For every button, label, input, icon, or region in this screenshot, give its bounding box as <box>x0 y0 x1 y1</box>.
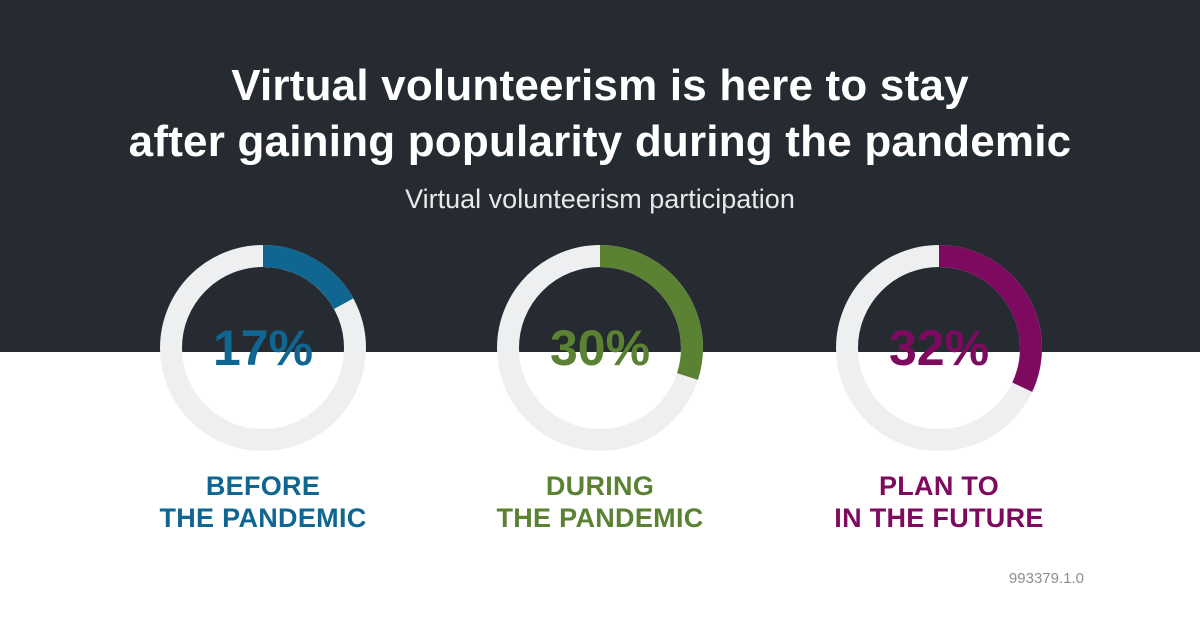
caption-before-line-2: THE PANDEMIC <box>159 503 367 533</box>
chart-subtitle: Virtual volunteerism participation <box>405 184 795 214</box>
value-label-future: 32% <box>889 320 989 376</box>
title-line-1: Virtual volunteerism is here to stay <box>231 61 969 110</box>
caption-before-line-1: BEFORE <box>205 471 321 501</box>
value-label-during: 30% <box>550 320 650 376</box>
caption-during-line-1: DURING <box>545 471 655 501</box>
donut-arc-future <box>836 245 1042 451</box>
caption-future-line-2: IN THE FUTURE <box>834 503 1044 533</box>
caption-plan-future: PLAN TO IN THE FUTURE <box>779 470 1099 534</box>
donut-arc-during <box>497 245 703 451</box>
caption-future-line-1: PLAN TO <box>878 471 1000 501</box>
value-label-before: 17% <box>213 320 313 376</box>
caption-during-pandemic: DURING THE PANDEMIC <box>440 470 760 534</box>
donut-arc-before <box>160 245 366 451</box>
figure-code: 993379.1.0 <box>1008 570 1084 587</box>
caption-before-pandemic: BEFORE THE PANDEMIC <box>103 470 423 534</box>
caption-during-line-2: THE PANDEMIC <box>496 503 704 533</box>
title-line-2: after gaining popularity during the pand… <box>128 117 1072 166</box>
page-title: Virtual volunteerism is here to stay aft… <box>0 58 1200 170</box>
